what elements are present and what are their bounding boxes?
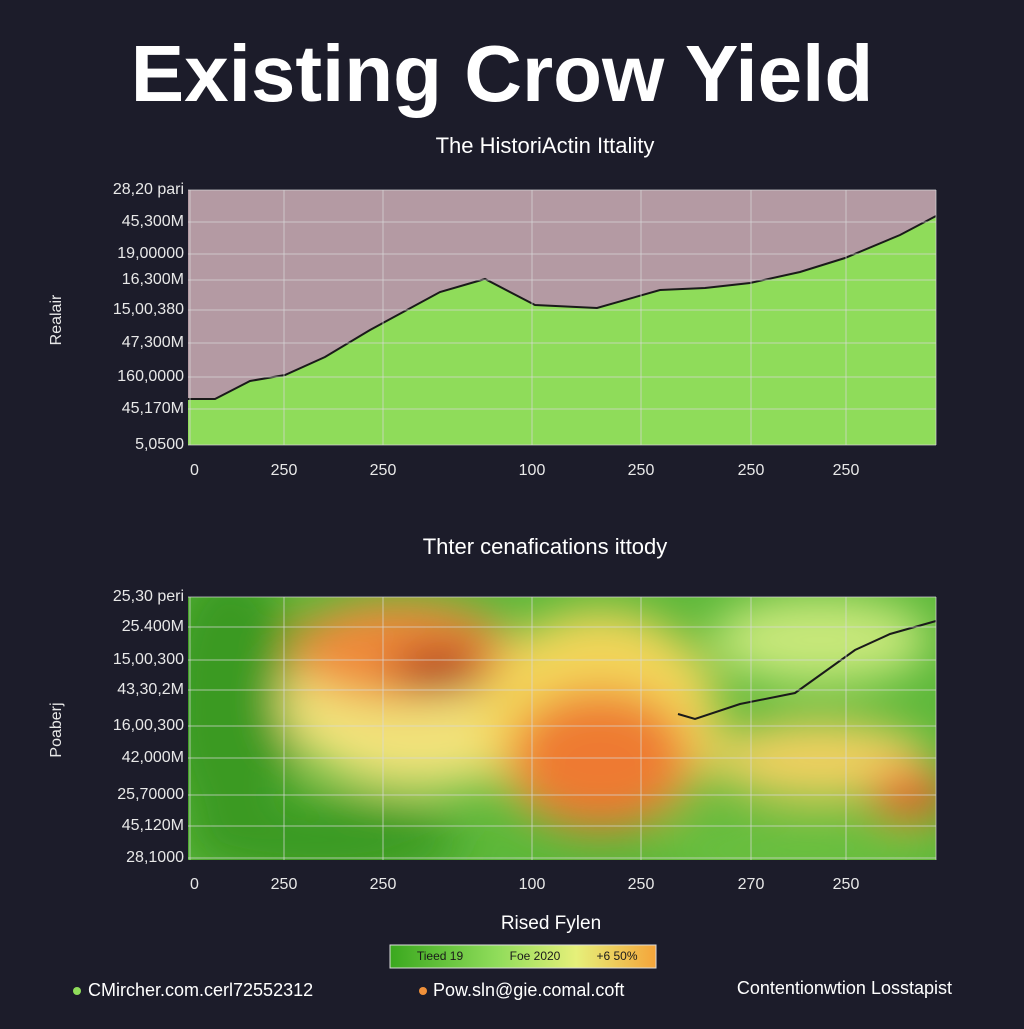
y-tick-label: 28,20 pari [113, 181, 184, 198]
y-tick-label: 25,70000 [117, 786, 184, 803]
chart-title: Thter cenafications ittody [423, 534, 668, 559]
y-tick-label: 160,0000 [117, 368, 184, 385]
x-tick-label: 100 [519, 462, 546, 479]
legend-label: Tieed 19 [417, 949, 464, 963]
legend-bar [389, 944, 657, 969]
y-tick-label: 19,00000 [117, 245, 184, 262]
y-tick-label: 45,120M [122, 817, 184, 834]
footer-dot [419, 987, 427, 995]
x-tick-label: 250 [271, 462, 298, 479]
footer-text: Pow.sln@gie.comal.coft [433, 980, 624, 1000]
x-tick-label: 270 [738, 876, 765, 893]
y-tick-label: 47,300M [122, 334, 184, 351]
x-tick-label: 0 [190, 462, 199, 479]
y-tick-label: 25.400M [122, 618, 184, 635]
y-axis-title: Poaberj [48, 702, 65, 757]
x-axis-title: Rised Fylen [501, 913, 601, 934]
legend: Tieed 19 Foe 2020 +6 50% [389, 944, 657, 969]
y-tick-label: 45,170M [122, 400, 184, 417]
title: Existing Crow Yield [131, 29, 873, 118]
footer-dot [73, 987, 81, 995]
y-tick-label: 16,300M [122, 271, 184, 288]
subtitle: The HistoriActin Ittality [436, 133, 655, 158]
x-tick-label: 250 [628, 876, 655, 893]
y-tick-label: 45,300M [122, 213, 184, 230]
x-tick-label: 100 [519, 876, 546, 893]
x-tick-label: 250 [738, 462, 765, 479]
chart-2: 25,30 peri 25.400M 15,00,300 43,30,2M 16,00,… [48, 588, 937, 934]
y-axis-title: Realair [48, 294, 65, 345]
area [188, 216, 936, 445]
y-tick-label: 16,00,300 [113, 717, 184, 734]
y-tick-label: 42,000M [122, 749, 184, 766]
chart-1: 28,20 pari 45,300M 19,00000 16,300M 15,00,38… [48, 181, 937, 479]
heatmap [188, 597, 936, 860]
x-tick-label: 250 [833, 462, 860, 479]
y-tick-label: 43,30,2M [117, 681, 184, 698]
y-tick-label: 15,00,380 [113, 301, 184, 318]
x-tick-label: 0 [190, 876, 199, 893]
footer-text: CMircher.com.cerl72552312 [88, 980, 313, 1000]
x-tick-label: 250 [370, 876, 397, 893]
x-tick-label: 250 [271, 876, 298, 893]
legend-label: +6 50% [596, 949, 637, 963]
y-tick-label: 15,00,300 [113, 651, 184, 668]
y-tick-label: 25,30 peri [113, 588, 184, 605]
footer-text: Contentionwtion Losstapist [737, 978, 952, 998]
y-tick-label: 28,1000 [126, 849, 184, 866]
x-tick-label: 250 [628, 462, 655, 479]
line [677, 620, 937, 721]
x-tick-label: 250 [833, 876, 860, 893]
y-tick-label: 5,0500 [135, 436, 184, 453]
x-tick-label: 250 [370, 462, 397, 479]
legend-label: Foe 2020 [510, 949, 561, 963]
